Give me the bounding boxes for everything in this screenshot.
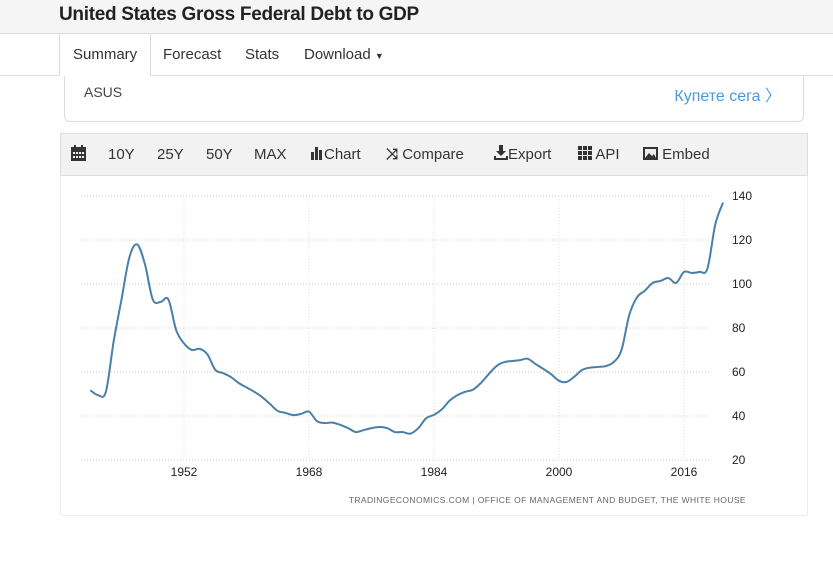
image-icon — [643, 147, 658, 160]
chart-toolbar: 10Y 25Y 50Y MAX Chart ⤨ Compare Export A… — [60, 133, 808, 176]
x-tick-label: 1984 — [421, 465, 448, 479]
caret-down-icon: ▼ — [374, 51, 384, 61]
compare-button[interactable]: ⤨ Compare — [386, 134, 464, 175]
range-10y-button[interactable]: 10Y — [108, 146, 135, 163]
y-tick-label: 20 — [732, 453, 746, 467]
ad-cta-label: Купете сега — [674, 88, 761, 105]
y-tick-label: 40 — [732, 409, 746, 423]
compare-label: Compare — [402, 146, 464, 163]
bar-chart-icon — [311, 147, 322, 160]
chart-type-label: Chart — [324, 146, 361, 163]
nav-tabs: Summary Forecast Stats Download ▼ — [0, 34, 833, 76]
calendar-icon[interactable] — [71, 134, 86, 175]
chevron-right-icon: 〉 — [764, 88, 781, 105]
y-tick-label: 120 — [732, 233, 752, 247]
y-tick-label: 60 — [732, 365, 746, 379]
export-label: Export — [508, 146, 552, 163]
api-label: API — [595, 146, 620, 163]
chart-type-button[interactable]: Chart — [310, 134, 361, 175]
grid-icon — [578, 146, 592, 160]
y-tick-label: 140 — [732, 189, 752, 203]
tab-download-label: Download — [304, 46, 371, 63]
ad-banner[interactable]: ASUS Купете сега 〉 — [64, 76, 804, 122]
line-chart: 20 40 60 80 100 120 140 1952 1968 1984 2000 2016 TRA… — [81, 189, 752, 505]
source-label: TRADINGECONOMICS.COM | OFFICE OF MANAGEM… — [349, 495, 746, 505]
x-tick-label: 2000 — [546, 465, 573, 479]
tab-forecast[interactable]: Forecast — [163, 46, 222, 63]
embed-label: Embed — [662, 146, 710, 163]
y-tick-label: 100 — [732, 277, 752, 291]
y-tick-label: 80 — [732, 321, 746, 335]
series-line — [89, 202, 725, 435]
tab-summary[interactable]: Summary — [59, 34, 152, 76]
embed-button[interactable]: Embed — [643, 134, 710, 175]
range-50y-button[interactable]: 50Y — [206, 146, 233, 163]
tab-download[interactable]: Download ▼ — [304, 34, 384, 76]
api-button[interactable]: API — [578, 134, 620, 175]
range-max-button[interactable]: MAX — [254, 146, 287, 163]
shuffle-icon: ⤨ — [386, 146, 399, 163]
page-title: United States Gross Federal Debt to GDP — [59, 4, 419, 25]
ad-cta-link[interactable]: Купете сега 〉 — [674, 82, 781, 106]
range-25y-button[interactable]: 25Y — [157, 146, 184, 163]
chart-area: 20 40 60 80 100 120 140 1952 1968 1984 2000 2016 TRA… — [60, 176, 808, 516]
ad-brand: ASUS — [84, 84, 123, 100]
page-header: United States Gross Federal Debt to GDP — [0, 0, 833, 34]
x-tick-label: 2016 — [671, 465, 698, 479]
x-tick-label: 1968 — [296, 465, 323, 479]
x-tick-label: 1952 — [171, 465, 198, 479]
export-button[interactable]: Export — [494, 134, 551, 175]
download-icon — [494, 145, 508, 160]
tab-stats[interactable]: Stats — [245, 46, 280, 63]
